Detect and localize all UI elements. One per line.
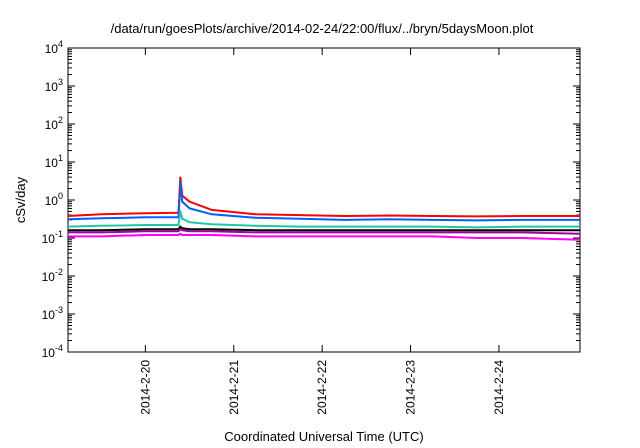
y-tick-label: 103 — [45, 77, 63, 94]
x-tick-label: 2014-2-22 — [315, 360, 329, 415]
y-tick-label: 102 — [45, 115, 63, 132]
series-line-3 — [67, 210, 580, 229]
plot-frame — [67, 47, 581, 353]
y-tick-label: 101 — [45, 153, 63, 170]
y-tick-label: 10-2 — [42, 267, 63, 284]
x-tick-label: 2014-2-21 — [227, 360, 241, 415]
y-tick-label: 10-3 — [42, 305, 63, 322]
series-line-4 — [68, 225, 580, 232]
y-tick-label: 10-1 — [42, 229, 63, 246]
series-line-1 — [67, 176, 580, 218]
x-axis: 2014-2-20 2014-2-21 2014-2-22 2014-2-23 2014… — [138, 48, 506, 415]
y-axis: 10-4 10-3 10-2 10-1 100 101 102 103 104 — [42, 39, 580, 360]
data-series — [67, 176, 581, 241]
x-tick-label: 2014-2-23 — [404, 360, 418, 415]
y-tick-label: 10-4 — [42, 343, 63, 360]
x-axis-label: Coordinated Universal Time (UTC) — [224, 429, 423, 444]
series-line-5 — [68, 228, 581, 235]
series-line-6 — [68, 232, 581, 241]
y-tick-label: 104 — [45, 39, 63, 56]
y-axis-label: cSv/day — [13, 176, 28, 223]
x-tick-label: 2014-2-24 — [492, 360, 506, 415]
x-tick-label: 2014-2-20 — [138, 360, 152, 415]
y-tick-label: 100 — [45, 191, 63, 208]
chart-title: /data/run/goesPlots/archive/2014-02-24/2… — [111, 21, 534, 36]
series-line-2 — [67, 182, 580, 222]
